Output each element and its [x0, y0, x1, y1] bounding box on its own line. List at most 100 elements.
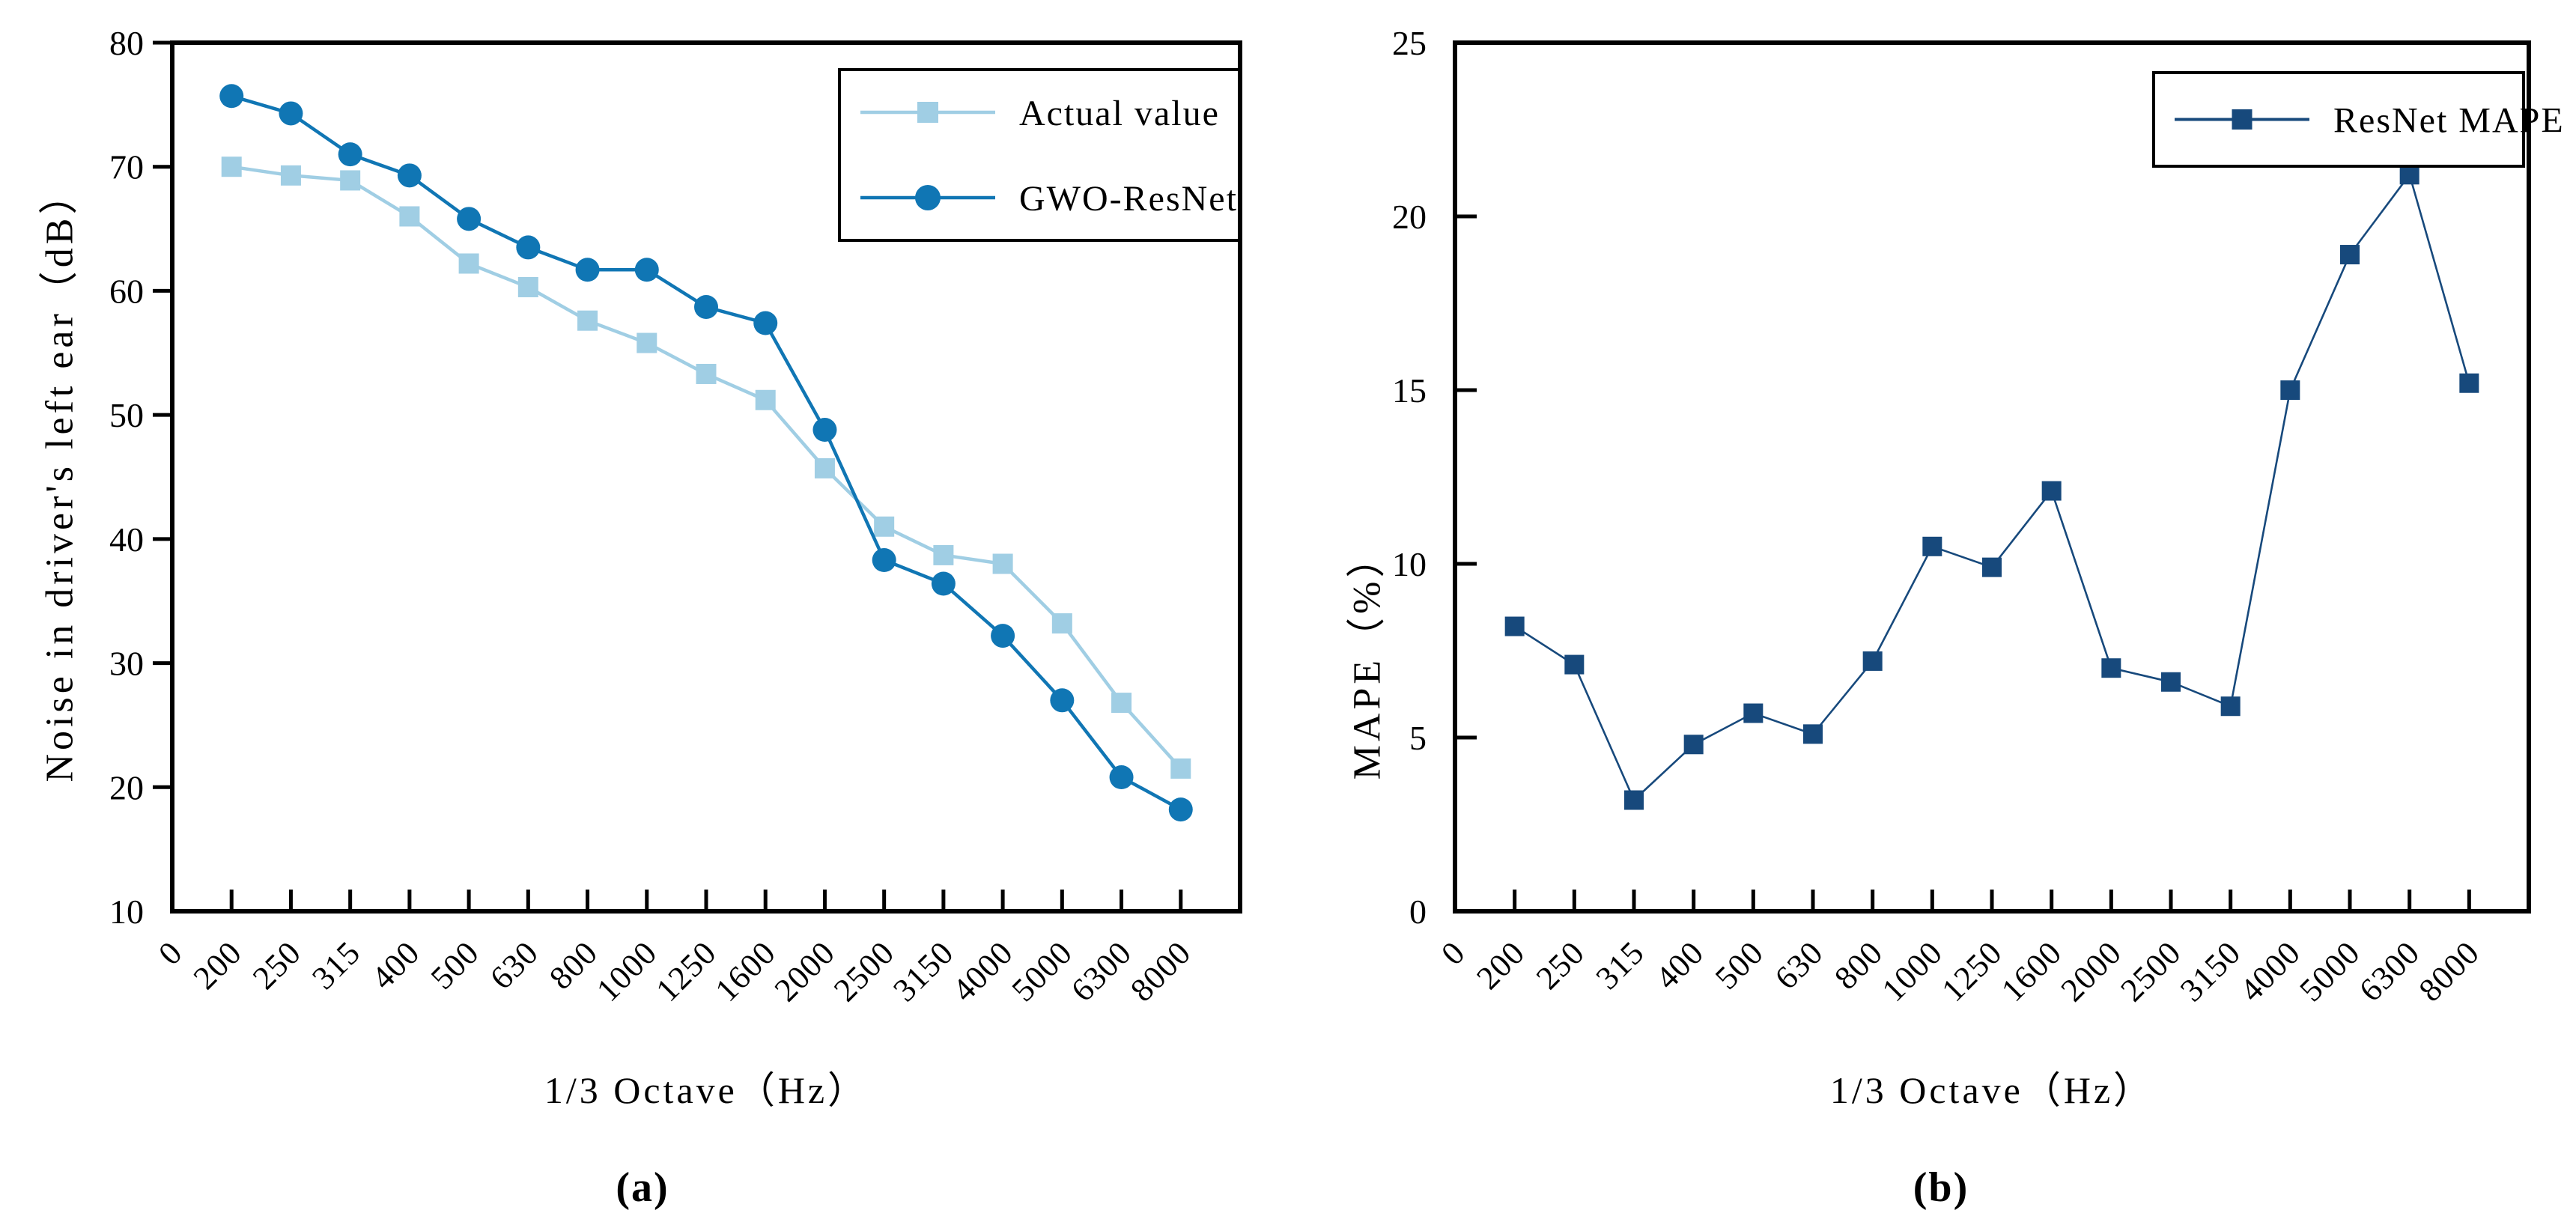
chart-b-x-tick-label: 500 — [1708, 934, 1770, 996]
data-point-gwo-resnet — [991, 624, 1015, 648]
chart-b-x-tick-label: 2000 — [2054, 934, 2129, 1009]
data-point-gwo-resnet — [219, 84, 244, 109]
data-point-resnet-mape — [2280, 380, 2300, 400]
chart-a-x-tick-label: 1600 — [708, 934, 783, 1009]
chart-a-y-tick-label: 80 — [109, 24, 144, 62]
data-point-gwo-resnet — [694, 294, 718, 319]
legend-b: ResNet MAPE — [2152, 71, 2565, 168]
data-point-gwo-resnet — [338, 142, 362, 167]
chart-b-x-tick-label: 3150 — [2173, 934, 2248, 1009]
data-point-resnet-mape — [2101, 658, 2121, 678]
chart-a-x-tick-label: 4000 — [945, 934, 1020, 1009]
data-point-actual-value — [517, 276, 538, 297]
chart-b-x-tick-label: 2500 — [2113, 934, 2188, 1009]
chart-b-x-tick-label: 8000 — [2412, 934, 2487, 1009]
chart-b-x-tick-label: 1600 — [1994, 934, 2069, 1009]
data-point-gwo-resnet — [397, 163, 422, 188]
data-point-resnet-mape — [2399, 165, 2419, 185]
legend-label-resnet-mape: ResNet MAPE — [2333, 101, 2565, 141]
data-point-resnet-mape — [2340, 245, 2360, 265]
chart-b-x-tick-label: 1250 — [1934, 934, 2009, 1009]
data-point-resnet-mape — [2041, 481, 2062, 501]
data-point-resnet-mape — [2459, 373, 2479, 393]
chart-b-x-tick-label: 4000 — [2233, 934, 2308, 1009]
legend-marker-gwo-resnet — [915, 185, 941, 210]
data-point-resnet-mape — [1683, 735, 1704, 755]
chart-b-y-tick-label: 10 — [1392, 545, 1427, 583]
chart-a-y-axis-label: Noise in driver's left ear（dB） — [38, 171, 82, 782]
chart-a-x-tick-label: 6300 — [1064, 934, 1139, 1009]
chart-a-y-tick-label: 10 — [109, 893, 144, 931]
legend-label-gwo-resnet: GWO-ResNet — [1019, 179, 1238, 219]
data-point-gwo-resnet — [634, 258, 659, 282]
chart-b: 0200250315400500630800100012501600200025… — [1392, 24, 2565, 1009]
data-point-resnet-mape — [1504, 616, 1525, 636]
chart-b-axis-frame — [1453, 40, 2531, 914]
data-point-actual-value — [577, 310, 598, 331]
data-point-gwo-resnet — [1168, 797, 1193, 822]
data-point-resnet-mape — [1564, 654, 1585, 675]
data-point-gwo-resnet — [753, 311, 778, 335]
data-point-actual-value — [814, 458, 835, 478]
data-point-actual-value — [221, 156, 242, 177]
legend-a-box — [838, 68, 1241, 242]
chart-a-x-tick-label: 250 — [246, 934, 308, 996]
legend-label-actual-value: Actual value — [1019, 94, 1220, 133]
data-point-resnet-mape — [1743, 703, 1764, 723]
data-point-resnet-mape — [1862, 651, 1883, 671]
legend-marker-resnet-mape — [2232, 109, 2253, 130]
chart-a: 0200250315400500630800100012501600200025… — [109, 24, 1242, 1009]
legend-a: Actual value GWO-ResNet — [838, 68, 1241, 242]
data-point-gwo-resnet — [812, 418, 837, 443]
chart-b-y-tick-label: 15 — [1392, 371, 1427, 410]
data-point-gwo-resnet — [279, 101, 303, 126]
data-point-gwo-resnet — [1050, 688, 1075, 713]
chart-b-y-tick-label: 0 — [1409, 893, 1427, 931]
data-point-actual-value — [637, 332, 657, 353]
chart-a-y-tick-label: 30 — [109, 645, 144, 683]
data-point-actual-value — [992, 553, 1013, 574]
data-point-gwo-resnet — [1109, 765, 1134, 790]
data-point-resnet-mape — [1982, 557, 2002, 577]
data-point-actual-value — [1170, 758, 1191, 779]
chart-a-y-tick-label: 70 — [109, 148, 144, 186]
data-point-gwo-resnet — [931, 571, 956, 596]
chart-a-x-tick-label: 0 — [151, 934, 189, 972]
chart-b-x-tick-label: 400 — [1648, 934, 1710, 996]
data-point-actual-value — [458, 253, 479, 274]
data-point-resnet-mape — [2220, 696, 2241, 717]
data-point-gwo-resnet — [516, 235, 541, 260]
chart-a-x-tick-label: 400 — [365, 934, 427, 996]
chart-b-x-axis-label: 1/3 Octave（Hz） — [1829, 1069, 2154, 1111]
data-point-resnet-mape — [1922, 536, 1942, 556]
data-point-actual-value — [1051, 613, 1072, 634]
chart-a-y-tick-label: 40 — [109, 520, 144, 559]
data-point-actual-value — [874, 516, 895, 537]
legend-marker-actual-value — [917, 102, 938, 123]
chart-a-y-tick-label: 50 — [109, 396, 144, 434]
chart-b-x-tick-label: 250 — [1529, 934, 1591, 996]
data-point-gwo-resnet — [457, 207, 482, 231]
data-point-resnet-mape — [2161, 672, 2181, 692]
caption-a: (a) — [616, 1164, 669, 1211]
chart-b-x-tick-label: 6300 — [2352, 934, 2427, 1009]
chart-b-y-tick-label: 5 — [1409, 719, 1427, 757]
chart-b-x-tick-label: 1000 — [1875, 934, 1950, 1009]
data-point-actual-value — [280, 165, 301, 186]
chart-a-axis-frame — [170, 40, 1242, 914]
data-point-actual-value — [399, 206, 420, 227]
chart-a-x-tick-label: 3150 — [886, 934, 961, 1009]
series-line-resnet-mape — [1513, 172, 2470, 802]
data-point-actual-value — [755, 389, 776, 410]
chart-b-y-axis-label: MAPE（%） — [1346, 535, 1389, 780]
chart-a-x-tick-label: 1000 — [589, 934, 664, 1009]
chart-a-x-tick-label: 2000 — [768, 934, 842, 1009]
data-point-actual-value — [696, 363, 717, 384]
chart-a-x-tick-label: 200 — [186, 934, 249, 996]
chart-a-x-tick-label: 500 — [424, 934, 486, 996]
chart-b-x-tick-label: 0 — [1434, 934, 1472, 972]
data-point-actual-value — [933, 544, 954, 565]
chart-a-y-tick-label: 20 — [109, 768, 144, 806]
data-point-gwo-resnet — [872, 548, 896, 573]
